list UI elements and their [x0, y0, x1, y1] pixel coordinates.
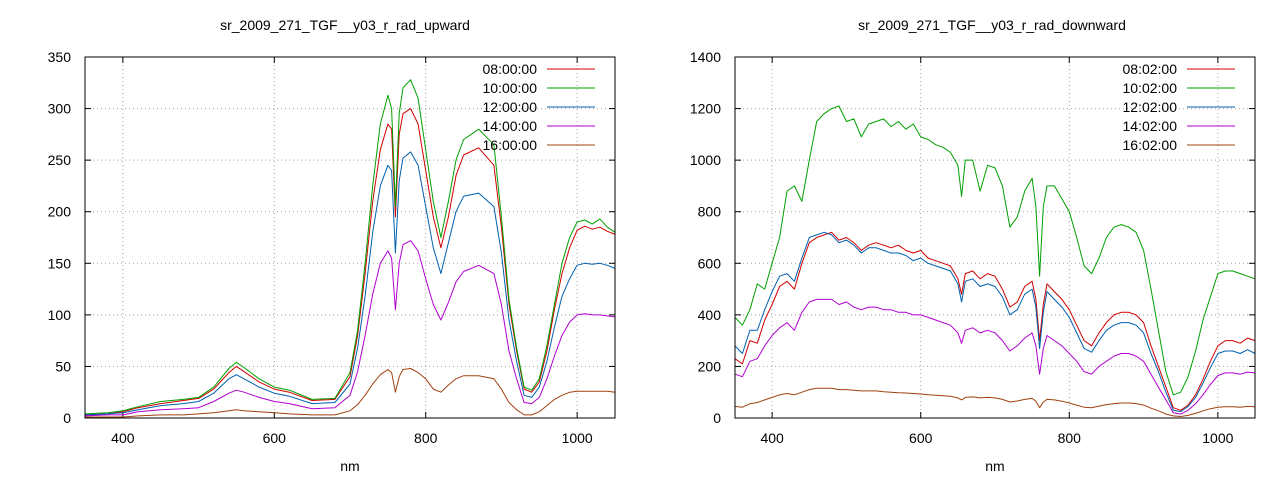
y-tick-label: 50 [55, 358, 71, 374]
series-line-120000 [84, 151, 616, 416]
legend-label: 10:00:00 [483, 80, 538, 96]
legend-label: 12:02:00 [1123, 99, 1178, 115]
y-tick-label: 100 [48, 307, 72, 323]
series-line-080200 [734, 231, 1256, 411]
y-tick-label: 1200 [690, 101, 721, 117]
y-tick-label: 400 [698, 307, 722, 323]
chart-title: sr_2009_271_TGF__y03_r_rad_upward [220, 17, 470, 33]
chart-upward: sr_2009_271_TGF__y03_r_rad_upward 0 50 100 1… [48, 17, 616, 474]
x-tick-label: 400 [760, 430, 784, 446]
legend-label: 08:02:00 [1123, 61, 1178, 77]
x-tick-label: 800 [414, 430, 438, 446]
chart-downward: sr_2009_271_TGF__y03_r_rad_downward 0 200 4… [690, 17, 1256, 474]
y-tick-label: 150 [48, 255, 72, 271]
series-line-160000 [85, 368, 616, 418]
series-line-140200 [734, 298, 1256, 415]
series-line-100000 [84, 79, 616, 415]
x-axis-label: nm [340, 458, 359, 474]
y-tick-label: 1400 [690, 49, 721, 65]
x-tick-label: 600 [909, 430, 933, 446]
y-tick-label: 1000 [690, 152, 721, 168]
x-axis-label: nm [985, 458, 1004, 474]
y-tick-label: 800 [698, 204, 722, 220]
x-tick-label: 1000 [562, 430, 593, 446]
legend-label: 16:00:00 [483, 137, 538, 153]
y-tick-label: 300 [48, 101, 72, 117]
legend-label: 08:00:00 [483, 61, 538, 77]
x-tick-label: 800 [1058, 430, 1082, 446]
y-tick-label: 600 [698, 255, 722, 271]
legend-label: 14:00:00 [483, 118, 538, 134]
legend-label: 14:02:00 [1123, 118, 1178, 134]
plot-frame [734, 56, 1256, 419]
series-line-100200 [734, 105, 1256, 396]
x-tick-label: 1000 [1202, 430, 1233, 446]
y-tick-label: 250 [48, 152, 72, 168]
y-tick-label: 350 [48, 49, 72, 65]
series-line-160200 [734, 387, 1256, 417]
plot-frame [84, 56, 616, 419]
y-tick-label: 0 [63, 410, 71, 426]
x-tick-label: 600 [263, 430, 287, 446]
legend-label: 12:00:00 [483, 99, 538, 115]
legend-label: 16:02:00 [1123, 137, 1178, 153]
y-tick-label: 200 [698, 358, 722, 374]
y-tick-label: 0 [713, 410, 721, 426]
x-tick-label: 400 [111, 430, 135, 446]
y-tick-label: 200 [48, 204, 72, 220]
series-line-080000 [84, 108, 616, 416]
chart-title: sr_2009_271_TGF__y03_r_rad_downward [858, 17, 1126, 33]
series-line-120200 [734, 231, 1256, 413]
series-line-140000 [84, 240, 616, 417]
legend-label: 10:02:00 [1123, 80, 1178, 96]
